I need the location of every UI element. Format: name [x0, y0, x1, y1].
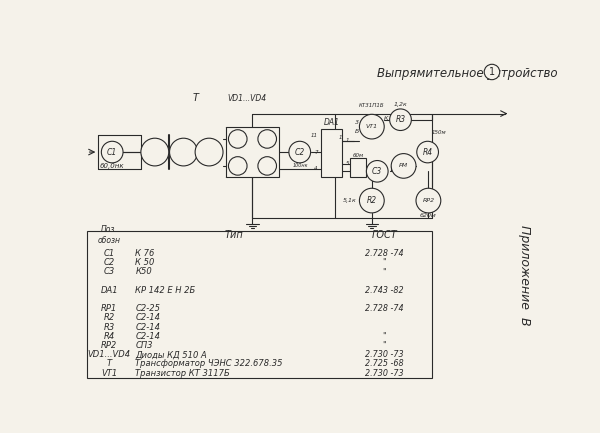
Text: 2.730 -73: 2.730 -73: [365, 368, 404, 378]
Circle shape: [141, 138, 169, 166]
Circle shape: [367, 161, 388, 182]
Text: К 50: К 50: [136, 258, 155, 267]
Text: 60,0нк: 60,0нк: [100, 163, 124, 169]
Text: Т: Т: [192, 93, 198, 103]
Text: 7: 7: [314, 149, 317, 155]
Text: С2-25: С2-25: [136, 304, 160, 313]
Circle shape: [484, 64, 500, 80]
Text: 1: 1: [346, 138, 349, 143]
Circle shape: [391, 154, 416, 178]
Text: 2.728 -74: 2.728 -74: [365, 249, 404, 258]
Text: Транзистор КТ 3117Б: Транзистор КТ 3117Б: [136, 368, 230, 378]
Text: DA1: DA1: [323, 118, 340, 127]
Text: 2.728 -74: 2.728 -74: [365, 304, 404, 313]
Text: К50: К50: [136, 268, 152, 276]
Text: R2: R2: [367, 196, 377, 205]
Text: Диоды КД 510 А: Диоды КД 510 А: [136, 350, 207, 359]
Circle shape: [195, 138, 223, 166]
Text: ": ": [382, 268, 386, 276]
Bar: [86, 231, 431, 378]
Text: 4: 4: [314, 167, 317, 171]
Text: RP2: RP2: [101, 341, 117, 350]
Circle shape: [101, 141, 123, 163]
Circle shape: [229, 130, 247, 148]
Text: Выпрямительное устройство: Выпрямительное устройство: [377, 67, 558, 80]
Circle shape: [417, 141, 439, 163]
Circle shape: [170, 138, 197, 166]
Circle shape: [389, 109, 412, 130]
Circle shape: [359, 114, 384, 139]
Circle shape: [258, 157, 277, 175]
Text: С2-14: С2-14: [136, 332, 160, 341]
Text: ": ": [382, 341, 386, 350]
Text: КТ31П1Б: КТ31П1Б: [359, 103, 385, 107]
Bar: [350, 158, 365, 178]
Text: R4: R4: [103, 332, 115, 341]
Text: Поз.
обозн: Поз. обозн: [98, 226, 121, 245]
Text: 100нк: 100нк: [293, 163, 308, 168]
Text: КР 142 Е Н 2Б: КР 142 Е Н 2Б: [136, 286, 196, 295]
Text: 1,2к: 1,2к: [394, 102, 407, 107]
Text: ГОСТ: ГОСТ: [371, 230, 397, 240]
Circle shape: [416, 188, 441, 213]
Text: R3: R3: [103, 323, 115, 332]
Bar: [226, 127, 279, 178]
Text: R3: R3: [395, 115, 406, 124]
Text: VD1...VD4: VD1...VD4: [88, 350, 131, 359]
Text: C1: C1: [103, 249, 115, 258]
Text: 1: 1: [339, 135, 343, 140]
Text: СП3: СП3: [136, 341, 153, 350]
Text: 5: 5: [346, 161, 349, 166]
Circle shape: [258, 130, 277, 148]
Text: Б: Б: [355, 129, 359, 134]
Text: DA1: DA1: [100, 286, 118, 295]
Text: 3: 3: [355, 120, 359, 125]
Text: 1: 1: [489, 67, 495, 77]
Circle shape: [359, 188, 384, 213]
Text: С2-14: С2-14: [136, 313, 160, 323]
Text: C3: C3: [103, 268, 115, 276]
Text: 2.743 -82: 2.743 -82: [365, 286, 404, 295]
Text: Трансформатор ЧЭНС 322.678.35: Трансформатор ЧЭНС 322.678.35: [136, 359, 283, 368]
Text: R2: R2: [103, 313, 115, 323]
Text: VT1: VT1: [101, 368, 117, 378]
Text: 11: 11: [311, 132, 317, 138]
Text: 2.725 -68: 2.725 -68: [365, 359, 404, 368]
Bar: [320, 129, 343, 177]
Text: ": ": [382, 332, 386, 341]
Text: C3: C3: [372, 167, 382, 176]
Text: К: К: [384, 116, 389, 121]
Text: VT1: VT1: [366, 124, 378, 129]
Text: C1: C1: [107, 148, 118, 157]
Text: 2.730 -73: 2.730 -73: [365, 350, 404, 359]
Text: RP1: RP1: [101, 304, 117, 313]
Text: С2-14: С2-14: [136, 323, 160, 332]
Text: R4: R4: [422, 148, 433, 157]
Text: C2: C2: [295, 148, 305, 157]
Text: 620м: 620м: [420, 213, 437, 218]
Text: Приложение  В: Приложение В: [518, 225, 531, 326]
Text: RP2: RP2: [422, 198, 434, 203]
Text: VD1...VD4: VD1...VD4: [227, 94, 266, 103]
Text: 150м: 150м: [431, 130, 446, 135]
Text: Т: Т: [107, 359, 112, 368]
Text: К 76: К 76: [136, 249, 155, 258]
Text: C2: C2: [103, 258, 115, 267]
Text: 5,1к: 5,1к: [343, 198, 356, 203]
Text: РМ: РМ: [399, 163, 408, 168]
Text: ": ": [382, 258, 386, 267]
Text: 60м: 60м: [352, 153, 364, 158]
Circle shape: [229, 157, 247, 175]
Circle shape: [289, 141, 311, 163]
Text: Тип: Тип: [225, 230, 244, 240]
